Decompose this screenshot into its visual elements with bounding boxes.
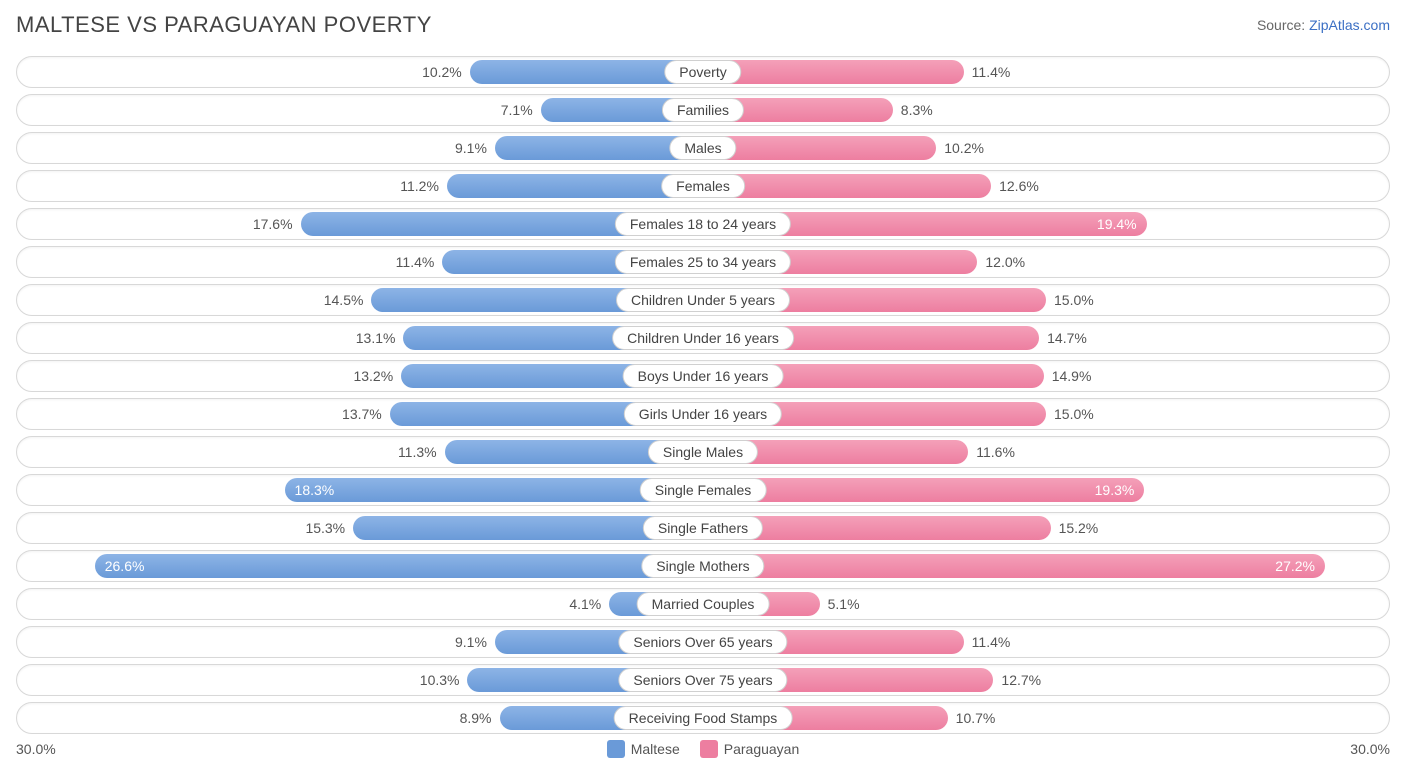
legend-item-left: Maltese — [607, 740, 680, 758]
axis-right-max: 30.0% — [1350, 741, 1390, 757]
value-right: 27.2% — [1275, 558, 1315, 574]
chart-title: MALTESE VS PARAGUAYAN POVERTY — [16, 12, 432, 38]
bar-left — [95, 554, 703, 578]
category-label: Single Mothers — [641, 554, 764, 578]
chart-row: 26.6% 27.2% Single Mothers — [16, 550, 1390, 582]
category-label: Single Fathers — [643, 516, 763, 540]
chart-row: 13.7% 15.0% Girls Under 16 years — [16, 398, 1390, 430]
axis-left-max: 30.0% — [16, 741, 56, 757]
value-left: 13.1% — [356, 330, 396, 346]
value-right: 15.2% — [1059, 520, 1099, 536]
category-label: Receiving Food Stamps — [614, 706, 793, 730]
chart-row: 7.1% 8.3% Families — [16, 94, 1390, 126]
value-right: 12.7% — [1001, 672, 1041, 688]
value-left: 9.1% — [455, 140, 487, 156]
value-left: 15.3% — [305, 520, 345, 536]
chart-row: 18.3% 19.3% Single Females — [16, 474, 1390, 506]
value-left: 4.1% — [569, 596, 601, 612]
value-left: 10.3% — [420, 672, 460, 688]
value-left: 14.5% — [324, 292, 364, 308]
bar-right — [703, 174, 991, 198]
legend-label-right: Paraguayan — [724, 741, 800, 757]
chart-row: 10.2% 11.4% Poverty — [16, 56, 1390, 88]
category-label: Children Under 16 years — [612, 326, 794, 350]
value-right: 10.2% — [944, 140, 984, 156]
legend-label-left: Maltese — [631, 741, 680, 757]
category-label: Boys Under 16 years — [623, 364, 784, 388]
value-right: 8.3% — [901, 102, 933, 118]
value-left: 18.3% — [295, 482, 335, 498]
chart-row: 15.3% 15.2% Single Fathers — [16, 512, 1390, 544]
bar-right — [703, 554, 1325, 578]
category-label: Seniors Over 75 years — [618, 668, 787, 692]
value-right: 14.7% — [1047, 330, 1087, 346]
category-label: Single Females — [640, 478, 767, 502]
source-label: Source: — [1257, 17, 1305, 33]
value-right: 10.7% — [956, 710, 996, 726]
value-right: 15.0% — [1054, 292, 1094, 308]
value-right: 19.4% — [1097, 216, 1137, 232]
legend-swatch-right — [700, 740, 718, 758]
category-label: Females — [661, 174, 745, 198]
category-label: Married Couples — [637, 592, 770, 616]
chart-row: 10.3% 12.7% Seniors Over 75 years — [16, 664, 1390, 696]
chart-row: 17.6% 19.4% Females 18 to 24 years — [16, 208, 1390, 240]
chart-footer: 30.0% Maltese Paraguayan 30.0% — [16, 740, 1390, 758]
chart-row: 11.2% 12.6% Females — [16, 170, 1390, 202]
value-left: 11.4% — [396, 254, 435, 270]
value-left: 11.3% — [398, 444, 437, 460]
value-left: 13.2% — [353, 368, 393, 384]
legend: Maltese Paraguayan — [607, 740, 800, 758]
category-label: Females 18 to 24 years — [615, 212, 791, 236]
value-left: 11.2% — [400, 178, 439, 194]
chart-row: 11.4% 12.0% Females 25 to 34 years — [16, 246, 1390, 278]
chart-row: 9.1% 10.2% Males — [16, 132, 1390, 164]
diverging-bar-chart: 10.2% 11.4% Poverty 7.1% 8.3% Families 9.1% 10.… — [16, 56, 1390, 734]
value-right: 12.0% — [985, 254, 1025, 270]
value-right: 11.6% — [976, 444, 1015, 460]
source: Source: ZipAtlas.com — [1257, 17, 1390, 33]
source-link[interactable]: ZipAtlas.com — [1309, 17, 1390, 33]
value-left: 17.6% — [253, 216, 293, 232]
legend-item-right: Paraguayan — [700, 740, 800, 758]
legend-swatch-left — [607, 740, 625, 758]
category-label: Poverty — [664, 60, 741, 84]
chart-row: 4.1% 5.1% Married Couples — [16, 588, 1390, 620]
value-right: 15.0% — [1054, 406, 1094, 422]
bar-right — [703, 136, 936, 160]
header: MALTESE VS PARAGUAYAN POVERTY Source: Zi… — [16, 12, 1390, 38]
chart-row: 14.5% 15.0% Children Under 5 years — [16, 284, 1390, 316]
category-label: Females 25 to 34 years — [615, 250, 791, 274]
value-right: 11.4% — [972, 64, 1011, 80]
bar-right — [703, 478, 1144, 502]
chart-row: 8.9% 10.7% Receiving Food Stamps — [16, 702, 1390, 734]
category-label: Single Males — [648, 440, 758, 464]
category-label: Seniors Over 65 years — [618, 630, 787, 654]
bar-right — [703, 60, 964, 84]
value-left: 26.6% — [105, 558, 145, 574]
value-right: 12.6% — [999, 178, 1039, 194]
category-label: Families — [662, 98, 744, 122]
value-right: 5.1% — [828, 596, 860, 612]
chart-row: 13.1% 14.7% Children Under 16 years — [16, 322, 1390, 354]
value-left: 13.7% — [342, 406, 382, 422]
value-left: 8.9% — [460, 710, 492, 726]
value-left: 10.2% — [422, 64, 462, 80]
category-label: Males — [669, 136, 736, 160]
value-right: 14.9% — [1052, 368, 1092, 384]
value-right: 19.3% — [1095, 482, 1135, 498]
value-left: 7.1% — [501, 102, 533, 118]
category-label: Girls Under 16 years — [624, 402, 782, 426]
chart-row: 13.2% 14.9% Boys Under 16 years — [16, 360, 1390, 392]
category-label: Children Under 5 years — [616, 288, 790, 312]
chart-row: 11.3% 11.6% Single Males — [16, 436, 1390, 468]
chart-row: 9.1% 11.4% Seniors Over 65 years — [16, 626, 1390, 658]
value-left: 9.1% — [455, 634, 487, 650]
value-right: 11.4% — [972, 634, 1011, 650]
